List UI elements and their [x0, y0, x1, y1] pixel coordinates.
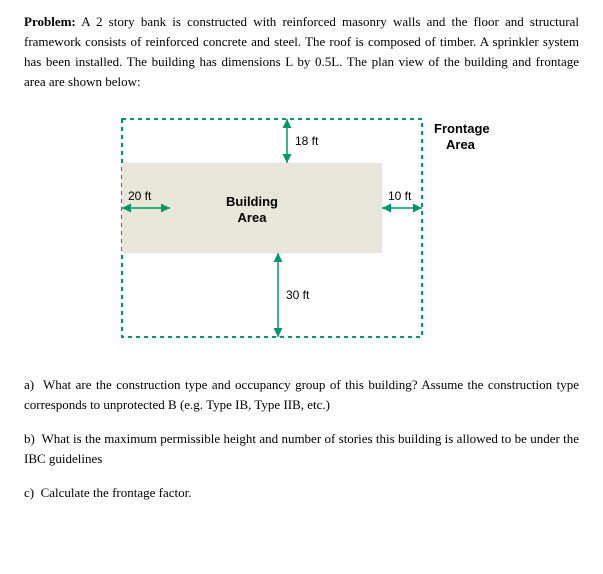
svg-text:Frontage: Frontage — [434, 121, 490, 136]
svg-text:10 ft: 10 ft — [388, 189, 412, 203]
question-a: a) What are the construction type and oc… — [24, 375, 579, 415]
question-a-text: What are the construction type and occup… — [24, 377, 579, 412]
plan-diagram: 18 ft20 ft10 ft30 ftBuildingAreaFrontage… — [102, 111, 502, 343]
question-c-text: Calculate the frontage factor. — [41, 485, 192, 500]
svg-text:18 ft: 18 ft — [295, 134, 319, 148]
question-b: b) What is the maximum permissible heigh… — [24, 429, 579, 469]
question-c-label: c) — [24, 485, 34, 500]
svg-text:30 ft: 30 ft — [286, 288, 310, 302]
svg-text:Area: Area — [237, 210, 267, 225]
problem-statement: Problem: A 2 story bank is constructed w… — [24, 12, 579, 93]
question-a-label: a) — [24, 377, 34, 392]
problem-label: Problem: — [24, 14, 76, 29]
svg-text:20 ft: 20 ft — [128, 189, 152, 203]
question-b-label: b) — [24, 431, 35, 446]
svg-text:Building: Building — [226, 194, 278, 209]
question-b-text: What is the maximum permissible height a… — [24, 431, 579, 466]
svg-text:Area: Area — [446, 137, 476, 152]
problem-body: A 2 story bank is constructed with reinf… — [24, 14, 579, 89]
question-c: c) Calculate the frontage factor. — [24, 483, 579, 503]
diagram-container: 18 ft20 ft10 ft30 ftBuildingAreaFrontage… — [24, 111, 579, 349]
